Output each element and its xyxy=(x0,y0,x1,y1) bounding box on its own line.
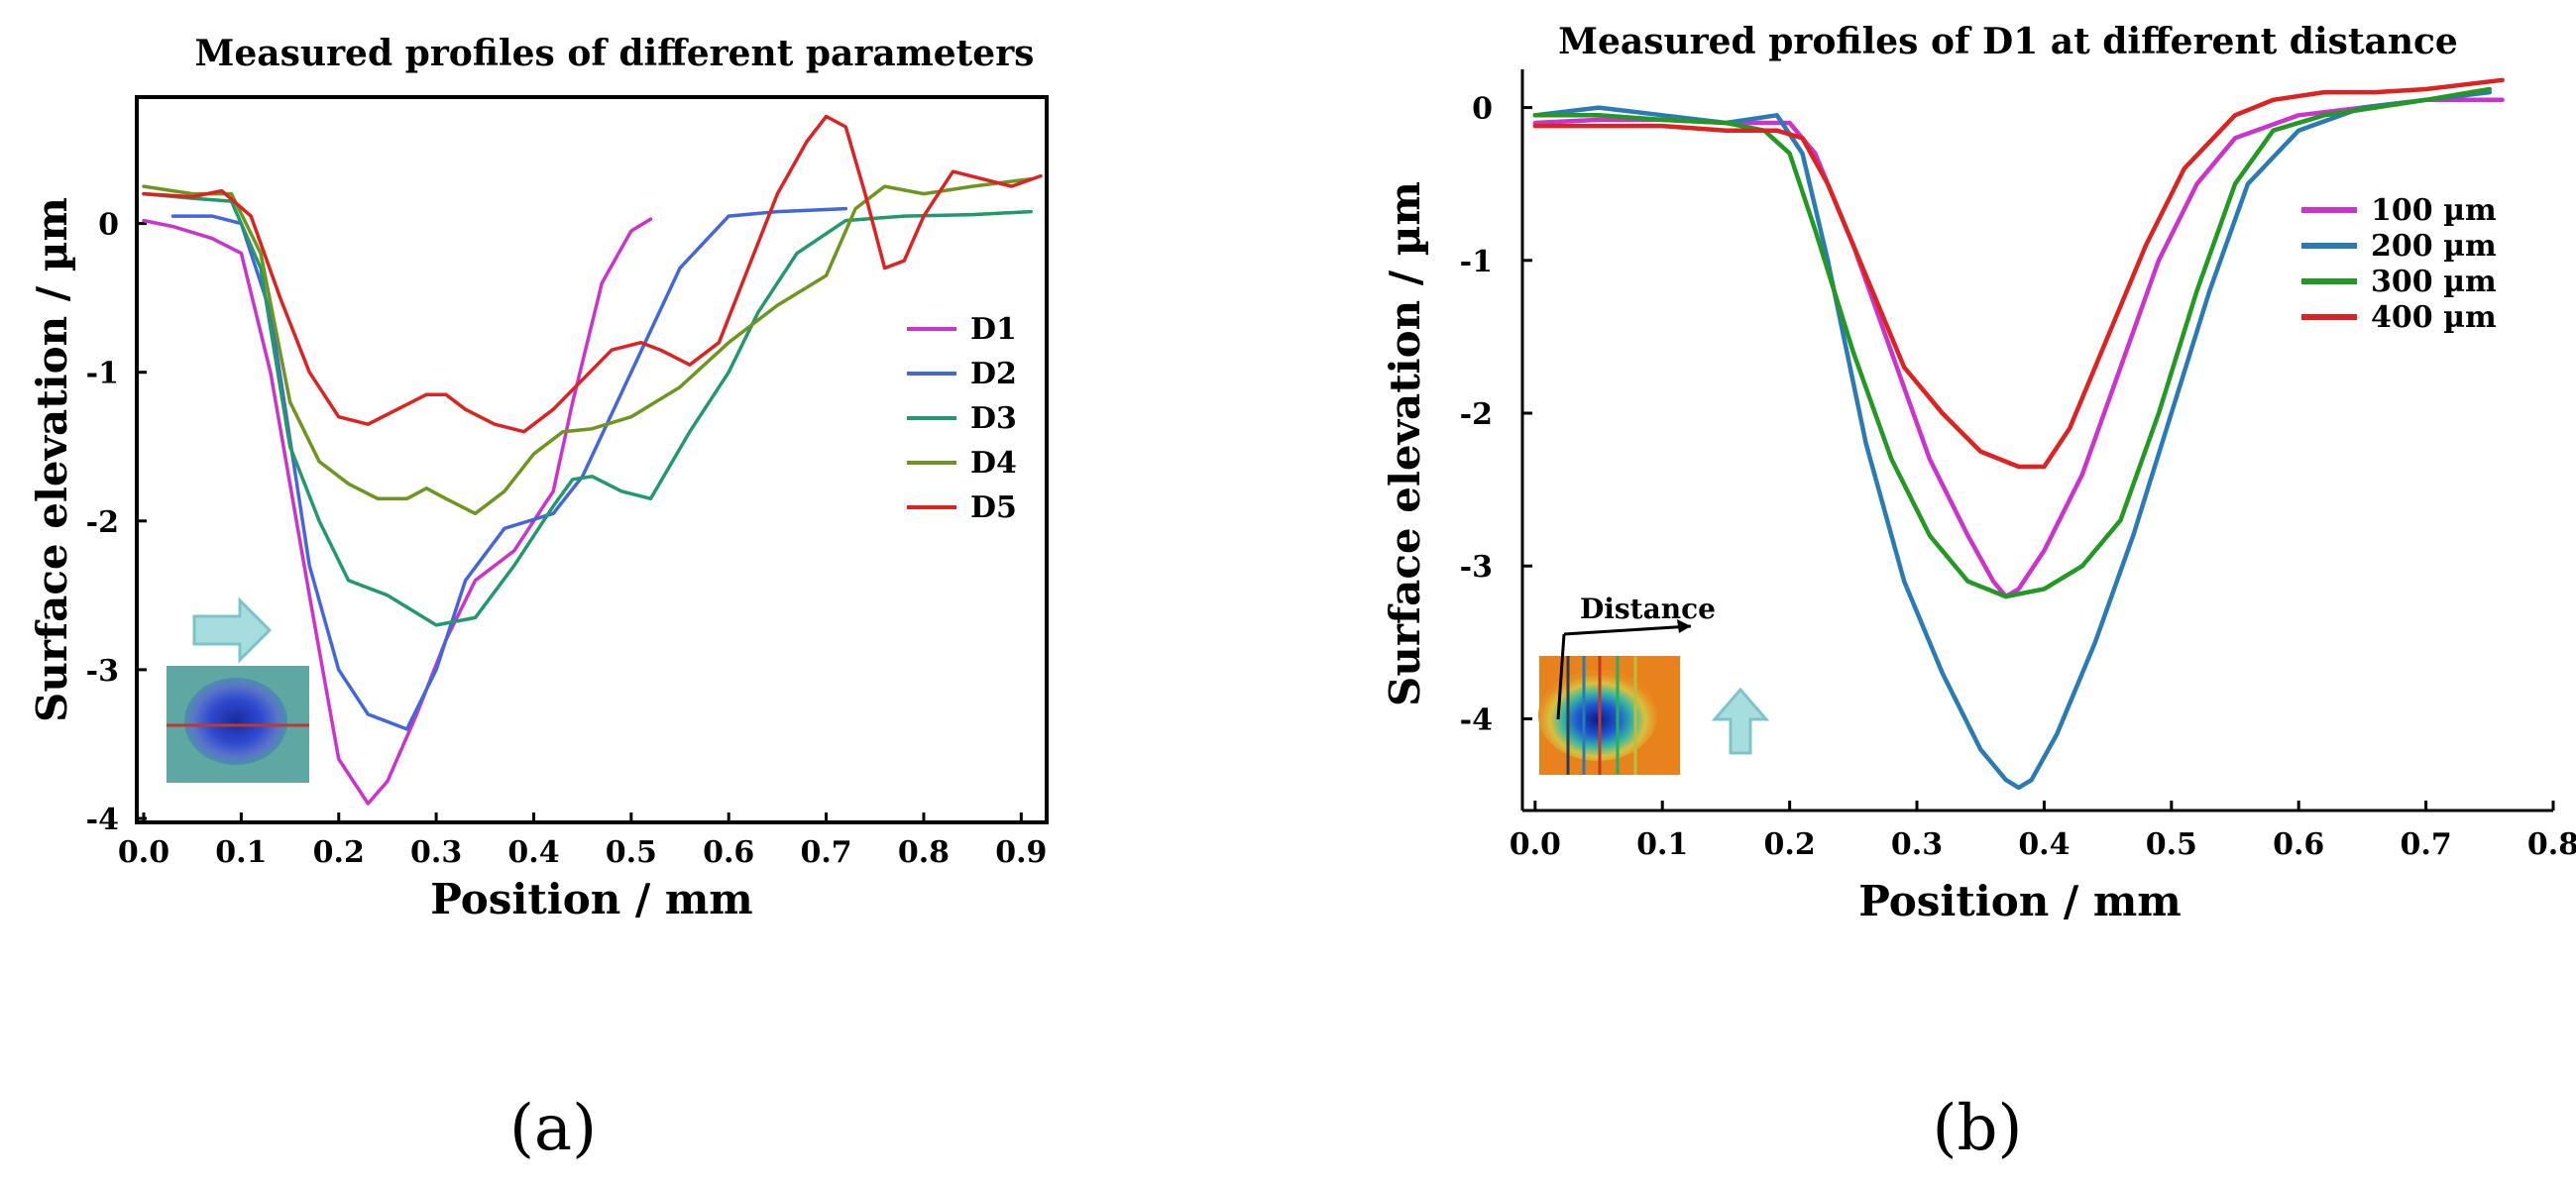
chart-a-frame xyxy=(135,95,1049,824)
series-line-d1 xyxy=(142,217,653,806)
y-tick-label: -1 xyxy=(86,357,119,391)
y-tick-label: -4 xyxy=(86,803,119,837)
y-tick-label: -4 xyxy=(1460,703,1493,737)
x-tick-label: 0.2 xyxy=(313,835,365,870)
chart-b-ylabel: Surface elevation / µm xyxy=(1381,181,1429,706)
arrow-up-icon xyxy=(1711,687,1770,755)
y-tick-label: -3 xyxy=(1460,550,1493,585)
chart-b-plot-area: 0.0 0.1 0.2 0.3 0.4 0.5 0.6 0.7 0.8 0 -1 -2 -3 -4 100 … xyxy=(1460,77,2576,862)
x-tick-label: 0.4 xyxy=(2018,827,2070,862)
series-line-100m xyxy=(1532,97,2505,599)
inset-a-defect xyxy=(184,678,287,765)
arrow-right-icon xyxy=(192,596,273,664)
x-tick-label: 0.6 xyxy=(2273,827,2324,862)
x-tick-label: 0.1 xyxy=(215,835,267,870)
x-tick-label: 0.7 xyxy=(800,835,851,870)
series-line-d2 xyxy=(170,206,848,731)
chart-a-ylabel: Surface elevation / µm xyxy=(28,197,76,722)
series-line-d3 xyxy=(142,191,1033,627)
x-tick-label: 0.5 xyxy=(2146,827,2197,862)
legend-label: 300 µm xyxy=(2371,265,2497,299)
distance-arrow-shaft xyxy=(1563,624,1692,636)
inset-b-defect xyxy=(1538,670,1657,761)
chart-b-inset-image xyxy=(1538,656,1680,775)
series-line-d4 xyxy=(142,176,1033,516)
x-tick-label: 0.3 xyxy=(410,835,462,870)
legend-label: 200 µm xyxy=(2371,229,2497,264)
legend-label: D2 xyxy=(970,357,1017,391)
x-tick-label: 0.0 xyxy=(1510,827,1561,862)
chart-b: Measured profiles of D1 at different dis… xyxy=(1381,21,2576,1165)
x-tick-label: 0.4 xyxy=(507,835,559,870)
chart-a: Measured profiles of different parameter… xyxy=(28,33,1049,1165)
chart-a-inset-image xyxy=(167,666,309,783)
x-tick-label: 0.2 xyxy=(1764,827,1816,862)
inset-b-distance-label: Distance xyxy=(1580,593,1716,625)
panel-label-a: (a) xyxy=(509,1092,597,1165)
y-tick-label: -1 xyxy=(1460,245,1493,279)
y-tick-label: -2 xyxy=(86,505,119,540)
legend-label: D5 xyxy=(970,490,1017,525)
x-tick-label: 0.9 xyxy=(995,835,1047,870)
legend-label: 400 µm xyxy=(2371,300,2497,335)
series-line-d5 xyxy=(142,114,1043,434)
chart-a-xlabel: Position / mm xyxy=(430,875,752,923)
x-tick-label: 0.3 xyxy=(1891,827,1943,862)
y-tick-label: 0 xyxy=(98,208,119,243)
x-tick-label: 0.8 xyxy=(2527,827,2576,862)
series-line-300m xyxy=(1532,86,2493,599)
chart-a-plot-area: 0.0 0.1 0.2 0.3 0.4 0.5 0.6 0.7 0.8 0.9 0 -1 -2 -3 -4 D… xyxy=(86,114,1047,870)
inset-b-leader-line xyxy=(1556,633,1566,720)
x-tick-label: 0.5 xyxy=(606,835,657,870)
y-tick-label: -3 xyxy=(86,654,119,689)
x-tick-label: 0.6 xyxy=(703,835,754,870)
y-tick-label: 0 xyxy=(1472,92,1493,127)
x-tick-label: 0.1 xyxy=(1636,827,1688,862)
chart-a-title: Measured profiles of different parameter… xyxy=(195,33,1035,74)
panel-label-b: (b) xyxy=(1933,1092,2023,1165)
chart-b-title: Measured profiles of D1 at different dis… xyxy=(1558,21,2458,62)
chart-b-xlabel: Position / mm xyxy=(1858,877,2181,925)
x-tick-label: 0.0 xyxy=(118,835,169,870)
legend-label: D4 xyxy=(970,446,1017,481)
distance-arrow-head xyxy=(1677,619,1691,633)
legend-label: D3 xyxy=(970,401,1017,436)
x-tick-label: 0.7 xyxy=(2401,827,2452,862)
legend-label: 100 µm xyxy=(2371,193,2497,228)
series-line-200m xyxy=(1532,89,2493,791)
y-tick-label: -2 xyxy=(1460,397,1493,432)
x-tick-label: 0.8 xyxy=(898,835,950,870)
series-line-400m xyxy=(1532,77,2505,470)
legend-label: D1 xyxy=(970,312,1017,347)
